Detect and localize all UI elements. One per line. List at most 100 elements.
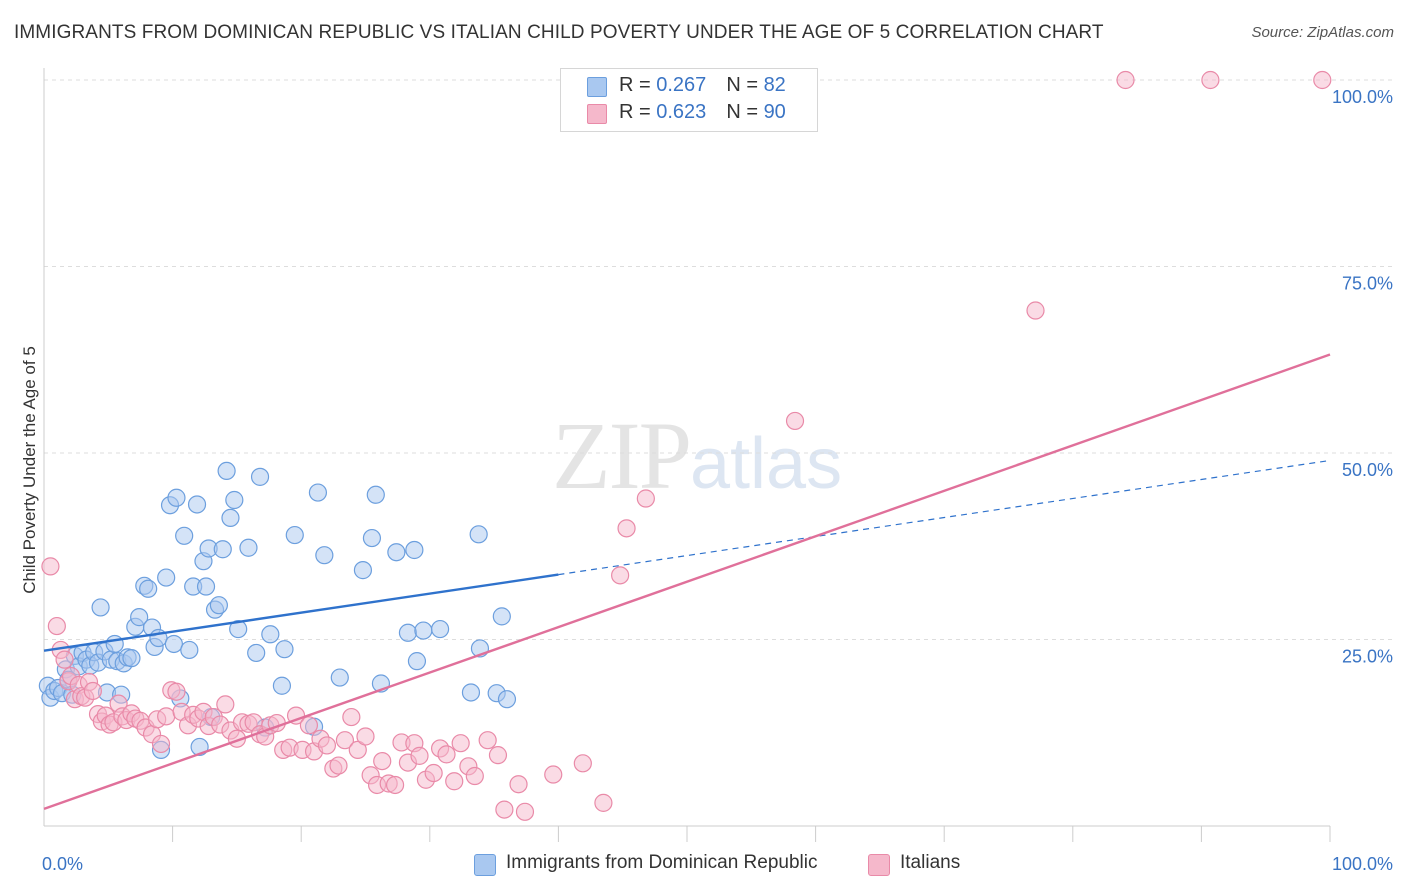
dominican-point [405, 540, 424, 560]
dominican-point [461, 683, 481, 702]
italians-point [437, 745, 456, 764]
y-tick-label: 25.0% [1342, 647, 1393, 667]
italians-point [373, 751, 392, 771]
italians-point [495, 800, 514, 819]
y-tick-label: 50.0% [1342, 460, 1393, 480]
dominican-point [308, 483, 328, 502]
dominican-point [275, 640, 294, 659]
italians-trend-line [43, 353, 1331, 810]
dominican-point [157, 568, 176, 587]
bottom-legend-label-italians: Italians [900, 852, 961, 873]
italians-point [329, 756, 348, 775]
italians-point [617, 519, 636, 538]
dominican-point [497, 690, 517, 709]
bottom-legend-swatch-pink [868, 854, 890, 876]
dominican-point [217, 461, 236, 481]
italians-point [342, 707, 361, 727]
dominican-point [122, 649, 141, 668]
italians-point [1313, 70, 1332, 90]
italians-point [1026, 301, 1045, 320]
dominican-point [407, 652, 427, 671]
dominican-point [250, 467, 270, 486]
watermark-atlas: atlas [690, 424, 843, 504]
dominican-point [272, 676, 292, 695]
italians-point [451, 734, 470, 753]
dominican-point [414, 621, 433, 640]
italians-point [55, 650, 74, 669]
italians-point [410, 746, 429, 765]
dominican-point [209, 596, 228, 615]
italians-point [335, 731, 355, 750]
bottom-legend-swatch-blue [474, 854, 496, 876]
source-label: Source: ZipAtlas.com [1251, 24, 1394, 41]
x-tick-label: 0.0% [42, 854, 83, 874]
dominican-point [164, 634, 183, 654]
dominican-point [213, 540, 232, 559]
italians-point [785, 411, 805, 431]
watermark: ZIPatlas [552, 400, 842, 511]
italians-point [1201, 70, 1220, 90]
legend-swatch-pink [587, 104, 607, 124]
dominican-point [105, 634, 124, 654]
italians-point [465, 766, 484, 786]
dominican-point [187, 495, 207, 514]
italians-point [509, 775, 528, 794]
italians-point [515, 802, 535, 821]
dominican-point [261, 625, 280, 644]
italians-point [478, 731, 497, 750]
dominican-point [366, 485, 385, 504]
italians-point [83, 681, 102, 701]
dominican-point [315, 546, 334, 565]
chart-title: IMMIGRANTS FROM DOMINICAN REPUBLIC VS IT… [14, 22, 1104, 43]
dominican-point [229, 619, 248, 639]
italians-point [317, 736, 337, 755]
italians-point [594, 793, 613, 812]
italians-point [348, 740, 367, 760]
italians-point [573, 754, 592, 773]
italians-point [216, 695, 235, 714]
dominican-point [167, 488, 186, 507]
italians-point [636, 489, 655, 508]
italians-point [488, 746, 508, 765]
italians-point [356, 727, 375, 746]
legend-n-label: N = [726, 74, 764, 96]
legend-n-value: 82 [763, 74, 786, 96]
italians-point [157, 707, 176, 726]
dominican-point [221, 508, 240, 528]
stats-legend: R = 0.267 N = 82 R = 0.623 N = 90 [560, 68, 818, 132]
italians-point [1116, 70, 1135, 90]
y-axis-label-wrap: Child Poverty Under the Age of 5 [18, 170, 42, 770]
italians-point [299, 716, 319, 735]
dominican-point [91, 598, 110, 617]
legend-r-label: R = [619, 74, 657, 96]
dominican-point [139, 579, 158, 598]
dominican-point [196, 577, 216, 596]
y-tick-label: 100.0% [1332, 87, 1393, 107]
italians-point [445, 772, 464, 791]
legend-r-value: 0.267 [656, 74, 707, 96]
y-axis-label: Child Poverty Under the Age of 5 [20, 346, 39, 594]
dominican-point [492, 607, 511, 626]
dominican-trend-line-extension [558, 459, 1331, 576]
dominican-point [225, 490, 244, 510]
italians-point [47, 616, 66, 636]
legend-swatch-blue [587, 77, 607, 97]
dominican-point [130, 608, 149, 627]
y-tick-label: 75.0% [1342, 274, 1393, 294]
bottom-legend-label-dominican: Immigrants from Dominican Republic [506, 852, 818, 873]
dominican-point [469, 525, 488, 544]
italians-point [424, 763, 443, 783]
italians-point [167, 682, 186, 701]
legend-n-label: N = [726, 101, 764, 123]
dominican-point [353, 561, 373, 580]
watermark-zip: ZIP [552, 402, 692, 509]
italians-point [41, 557, 60, 576]
legend-r-value: 0.623 [656, 101, 707, 123]
dominican-point [175, 526, 194, 545]
dominican-point [180, 640, 199, 660]
dominican-point [398, 623, 418, 642]
italians-point [385, 775, 405, 795]
legend-n-value: 90 [763, 101, 786, 123]
dominican-point [362, 528, 382, 548]
legend-r-label: R = [619, 101, 657, 123]
